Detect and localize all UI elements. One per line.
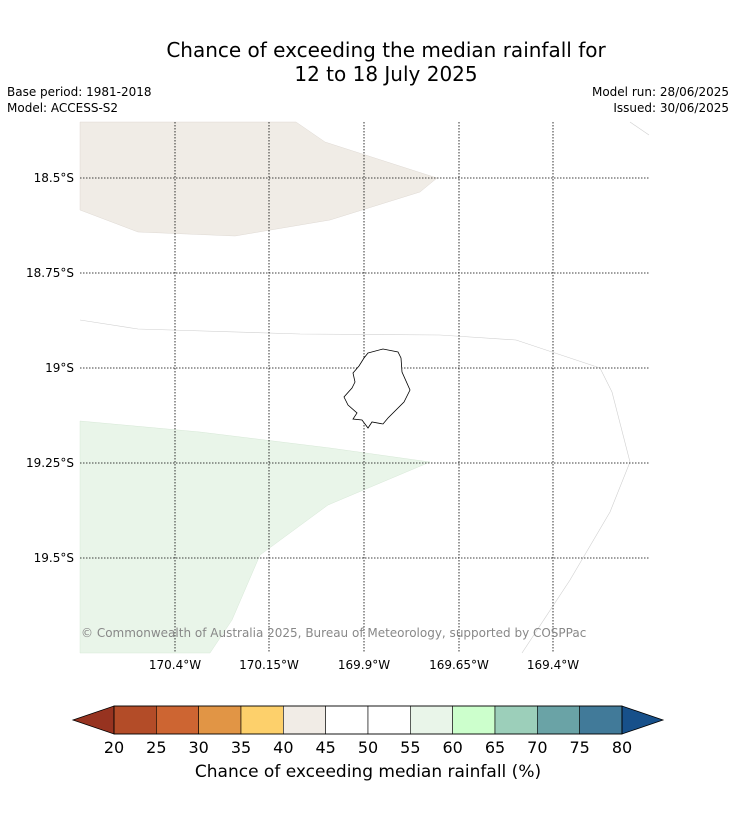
colorbar-over-arrow [621, 705, 665, 735]
issued-date: Issued: 30/06/2025 [613, 101, 729, 115]
lon-label-170-15: 170.15°W [239, 658, 299, 672]
model-run: Model run: 28/06/2025 [591, 85, 729, 99]
colorbar-tick-40: 40 [273, 738, 294, 757]
island-coastline [343, 348, 411, 429]
copyright-notice: © Commonwealth of Australia 2025, Bureau… [81, 626, 587, 640]
model-name: Model: ACCESS-S2 [7, 101, 119, 115]
region-south [79, 420, 431, 654]
lat-label-18-75: 18.75°S [26, 266, 74, 280]
colorbar-tick-60: 60 [442, 738, 463, 757]
colorbar-tick-50: 50 [357, 738, 379, 757]
meta-right: Model run: 28/06/2025 Issued: 30/06/2025 [592, 84, 729, 116]
colorbar-tick-75: 75 [569, 738, 590, 757]
colorbar-segment-50-55 [367, 705, 411, 735]
colorbar-under-arrow [71, 705, 115, 735]
title-line-2: 12 to 18 July 2025 [294, 62, 478, 86]
colorbar-tick-55: 55 [400, 738, 421, 757]
lon-label-169-9: 169.9°W [337, 658, 391, 672]
colorbar-segment-40-45 [283, 705, 326, 735]
colorbar-tick-70: 70 [527, 738, 548, 757]
colorbar-segment-20-25 [113, 705, 157, 735]
colorbar-tick-35: 35 [230, 738, 252, 757]
gridlines [80, 122, 649, 653]
lon-label-169-4: 169.4°W [526, 658, 580, 672]
colorbar-segment-35-40 [240, 705, 284, 735]
colorbar-segment-65-70 [494, 705, 538, 735]
lat-label-19: 19°S [45, 361, 74, 375]
title-line-1: Chance of exceeding the median rainfall … [166, 38, 606, 62]
region-north [79, 121, 438, 237]
lat-label-18-5: 18.5°S [33, 171, 74, 185]
map-panel [79, 121, 650, 654]
colorbar-tick-20: 20 [103, 738, 125, 757]
colorbar-segment-60-65 [452, 705, 496, 735]
contour-line-corner [629, 121, 650, 136]
colorbar-segment-55-60 [410, 705, 453, 735]
colorbar-frame [113, 705, 623, 735]
colorbar-segment-30-35 [198, 705, 242, 735]
lat-label-19-25: 19.25°S [26, 456, 74, 470]
map-title: Chance of exceeding the median rainfall … [0, 38, 736, 86]
base-period: Base period: 1981-2018 [7, 85, 152, 99]
colorbar-label: Chance of exceeding median rainfall (%) [194, 762, 542, 782]
lon-label-170-4: 170.4°W [148, 658, 202, 672]
colorbar-tick-80: 80 [611, 738, 633, 757]
colorbar-segment-70-75 [537, 705, 580, 735]
lat-label-19-5: 19.5°S [33, 551, 74, 565]
colorbar-segment-45-50 [325, 705, 369, 735]
meta-left: Base period: 1981-2018 Model: ACCESS-S2 [7, 84, 152, 116]
colorbar [71, 705, 665, 735]
colorbar-tick-65: 65 [484, 738, 506, 757]
colorbar-tick-30: 30 [188, 738, 209, 757]
lon-label-169-65: 169.65°W [429, 658, 489, 672]
colorbar-segment-25-30 [156, 705, 199, 735]
colorbar-tick-25: 25 [146, 738, 167, 757]
colorbar-segments [113, 705, 623, 735]
colorbar-segment-75-80 [579, 705, 623, 735]
colorbar-tick-45: 45 [315, 738, 336, 757]
